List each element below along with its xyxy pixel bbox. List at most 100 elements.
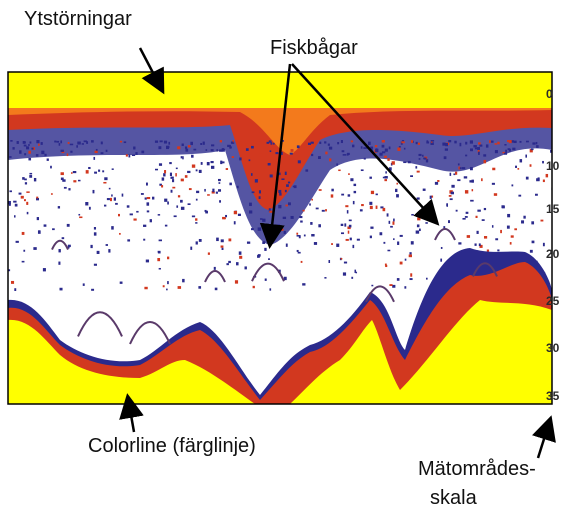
speck [521, 220, 525, 224]
speck [470, 148, 474, 152]
speck [410, 273, 413, 277]
speck [345, 238, 349, 241]
speck [338, 169, 341, 172]
speck [196, 190, 200, 194]
speck [223, 217, 226, 220]
speck [370, 226, 374, 229]
speck [24, 178, 27, 181]
speck [478, 142, 481, 145]
speck [233, 210, 238, 215]
speck [36, 140, 40, 144]
speck [166, 288, 168, 291]
speck [249, 210, 253, 214]
speck [404, 286, 407, 289]
speck [28, 144, 30, 146]
speck [486, 249, 490, 252]
depth-label: 15 [546, 202, 560, 216]
speck [351, 276, 354, 279]
speck [166, 145, 170, 149]
speck [360, 169, 364, 172]
speck [346, 153, 349, 156]
speck [157, 258, 161, 262]
speck [221, 161, 225, 164]
speck [344, 223, 347, 227]
speck [479, 144, 483, 147]
speck [10, 140, 13, 142]
fish-arch [77, 311, 123, 337]
speck [359, 209, 363, 212]
speck [389, 167, 392, 171]
fish-arch [251, 262, 285, 282]
speck [205, 149, 208, 151]
speck [131, 154, 136, 157]
speck [38, 143, 40, 146]
speck [246, 241, 251, 244]
speck [234, 280, 239, 284]
speck [91, 140, 94, 143]
speck [455, 209, 458, 212]
speck [100, 141, 103, 145]
speck [318, 224, 321, 228]
speck [310, 222, 313, 225]
speck [280, 228, 284, 231]
speck [494, 150, 498, 154]
depth-label: 0 [546, 87, 553, 101]
speck [195, 218, 198, 221]
speck [403, 147, 406, 150]
speck [282, 216, 287, 220]
speck [177, 146, 181, 150]
speck [462, 217, 466, 220]
speck [397, 241, 400, 245]
speck [269, 210, 273, 213]
speck [403, 161, 407, 164]
speck [83, 140, 87, 143]
speck [416, 170, 420, 173]
speck [457, 179, 461, 182]
speck [384, 148, 388, 152]
speck [81, 143, 84, 145]
speck [238, 251, 242, 255]
speck [514, 228, 518, 231]
speck [59, 287, 63, 291]
speck [215, 191, 218, 194]
speck [184, 146, 188, 149]
speck [495, 238, 499, 241]
speck [325, 151, 328, 155]
speck [31, 147, 34, 150]
speck [477, 149, 480, 154]
speck [272, 142, 275, 145]
speck [16, 141, 19, 144]
speck [342, 272, 347, 276]
speck [195, 222, 198, 224]
speck [146, 196, 151, 200]
label-surface: Ytstörningar [24, 8, 132, 30]
speck [483, 236, 488, 239]
speck [411, 213, 414, 216]
speck [311, 198, 313, 201]
speck [425, 159, 429, 163]
speck [143, 238, 146, 241]
speck [8, 269, 11, 272]
speck [181, 143, 184, 147]
sonar-image [8, 72, 552, 404]
speck [256, 141, 260, 145]
speck [258, 196, 261, 200]
speck [103, 204, 107, 207]
speck [113, 197, 116, 201]
speck [490, 140, 494, 143]
speck [449, 198, 453, 201]
speck [354, 269, 357, 273]
speck [434, 181, 439, 185]
speck [423, 157, 427, 160]
speck [537, 177, 540, 181]
speck [88, 166, 91, 170]
speck [417, 217, 421, 221]
speck [501, 205, 505, 209]
speck [336, 163, 338, 166]
speck [409, 278, 413, 281]
speck [232, 140, 234, 143]
speck [519, 140, 522, 143]
speck [14, 203, 18, 207]
speck [262, 218, 266, 222]
speck [9, 156, 12, 158]
